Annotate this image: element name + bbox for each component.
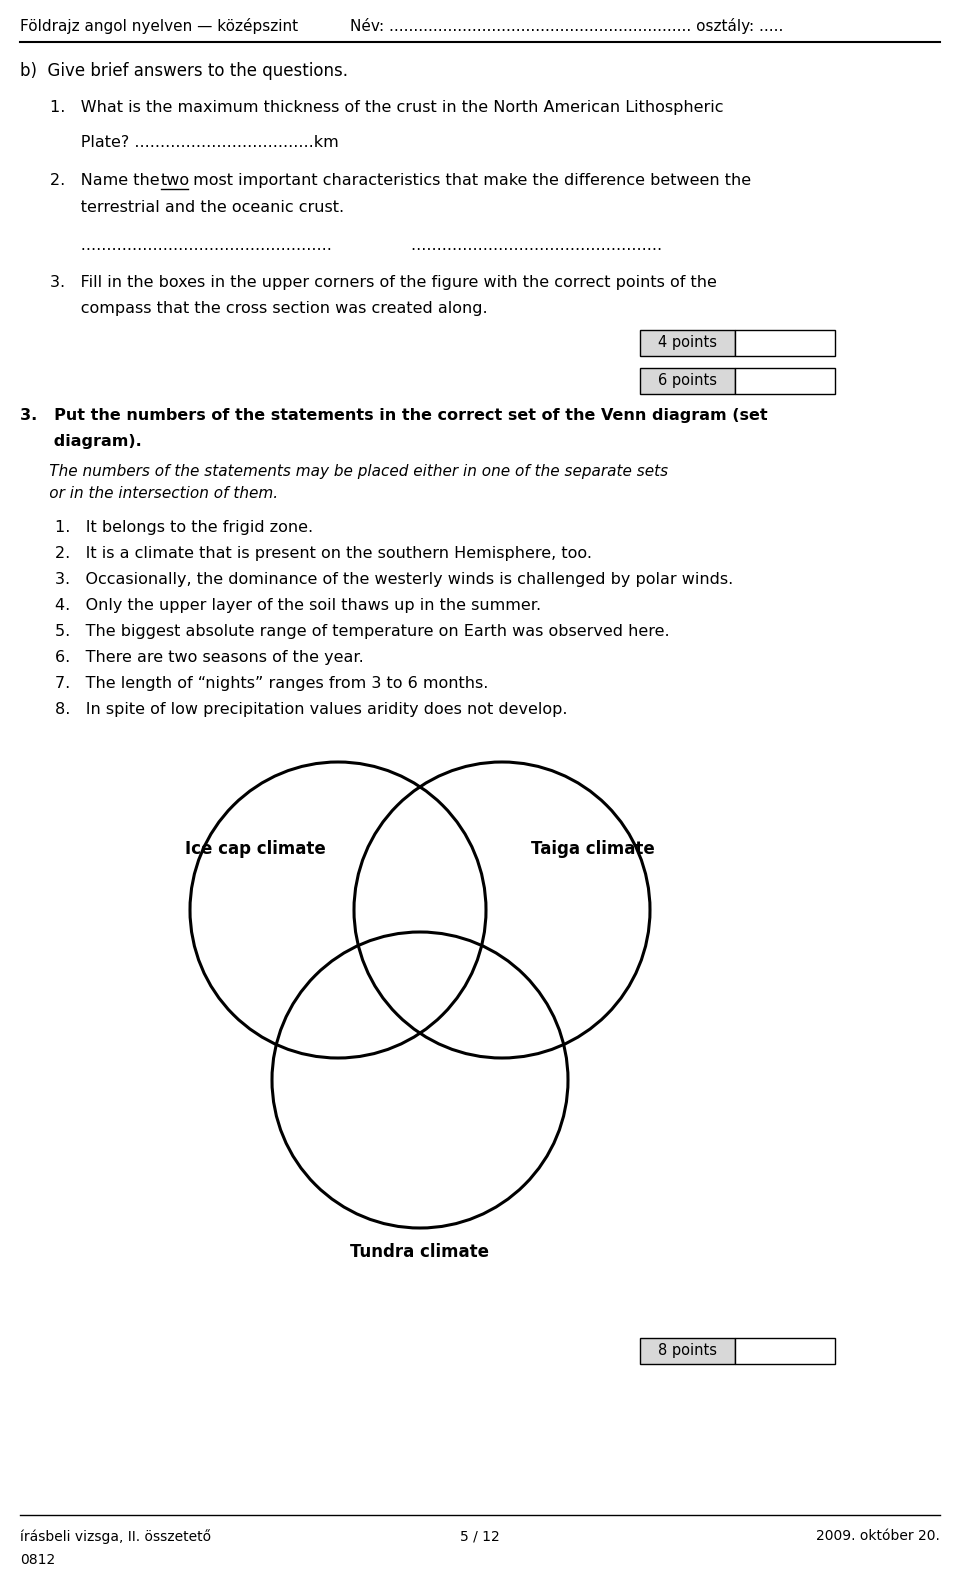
Text: .................................................: ........................................…	[50, 239, 332, 253]
Text: 2.   It is a climate that is present on the southern Hemisphere, too.: 2. It is a climate that is present on th…	[55, 546, 592, 562]
Text: 6 points: 6 points	[658, 374, 717, 388]
Text: .................................................: ........................................…	[370, 239, 662, 253]
Text: compass that the cross section was created along.: compass that the cross section was creat…	[50, 301, 488, 317]
Text: Földrajz angol nyelven — középszint: Földrajz angol nyelven — középszint	[20, 18, 299, 33]
Text: b)  Give brief answers to the questions.: b) Give brief answers to the questions.	[20, 62, 348, 80]
Text: 8 points: 8 points	[658, 1343, 717, 1359]
Bar	[735, 329, 835, 356]
Text: Taiga climate: Taiga climate	[531, 840, 655, 858]
Text: Tundra climate: Tundra climate	[350, 1243, 490, 1262]
Text: diagram).: diagram).	[20, 434, 142, 449]
Text: 2009. október 20.: 2009. október 20.	[816, 1529, 940, 1543]
Text: 8.   In spite of low precipitation values aridity does not develop.: 8. In spite of low precipitation values …	[55, 702, 567, 718]
Text: írásbeli vizsga, II. összetető: írásbeli vizsga, II. összetető	[20, 1529, 211, 1543]
Text: 1.   It belongs to the frigid zone.: 1. It belongs to the frigid zone.	[55, 520, 313, 535]
Text: terrestrial and the oceanic crust.: terrestrial and the oceanic crust.	[50, 200, 344, 215]
Text: or in the intersection of them.: or in the intersection of them.	[20, 485, 278, 501]
Bar	[640, 1338, 735, 1363]
Text: 3.   Occasionally, the dominance of the westerly winds is challenged by polar wi: 3. Occasionally, the dominance of the we…	[55, 573, 733, 587]
Text: 3.   Fill in the boxes in the upper corners of the figure with the correct point: 3. Fill in the boxes in the upper corner…	[50, 275, 717, 290]
Text: 5 / 12: 5 / 12	[460, 1529, 500, 1543]
Bar	[640, 368, 735, 395]
Text: 6.   There are two seasons of the year.: 6. There are two seasons of the year.	[55, 651, 364, 665]
Bar	[735, 368, 835, 395]
Text: Plate? ...................................km: Plate? .................................…	[50, 135, 339, 150]
Text: Ice cap climate: Ice cap climate	[185, 840, 325, 858]
Bar	[640, 329, 735, 356]
Text: 4 points: 4 points	[658, 336, 717, 350]
Text: 5.   The biggest absolute range of temperature on Earth was observed here.: 5. The biggest absolute range of tempera…	[55, 624, 670, 640]
Bar	[735, 1338, 835, 1363]
Text: 4.   Only the upper layer of the soil thaws up in the summer.: 4. Only the upper layer of the soil thaw…	[55, 598, 541, 613]
Text: two: two	[161, 173, 190, 188]
Text: The numbers of the statements may be placed either in one of the separate sets: The numbers of the statements may be pla…	[20, 465, 668, 479]
Text: 2.   Name the: 2. Name the	[50, 173, 165, 188]
Text: 7.   The length of “nights” ranges from 3 to 6 months.: 7. The length of “nights” ranges from 3 …	[55, 676, 489, 690]
Text: 0812: 0812	[20, 1553, 56, 1567]
Text: 3.   Put the numbers of the statements in the correct set of the Venn diagram (s: 3. Put the numbers of the statements in …	[20, 407, 768, 423]
Text: Név: .............................................................. osztály: ...: Név: ...................................…	[350, 18, 783, 33]
Text: most important characteristics that make the difference between the: most important characteristics that make…	[188, 173, 751, 188]
Text: 1.   What is the maximum thickness of the crust in the North American Lithospher: 1. What is the maximum thickness of the …	[50, 100, 724, 115]
